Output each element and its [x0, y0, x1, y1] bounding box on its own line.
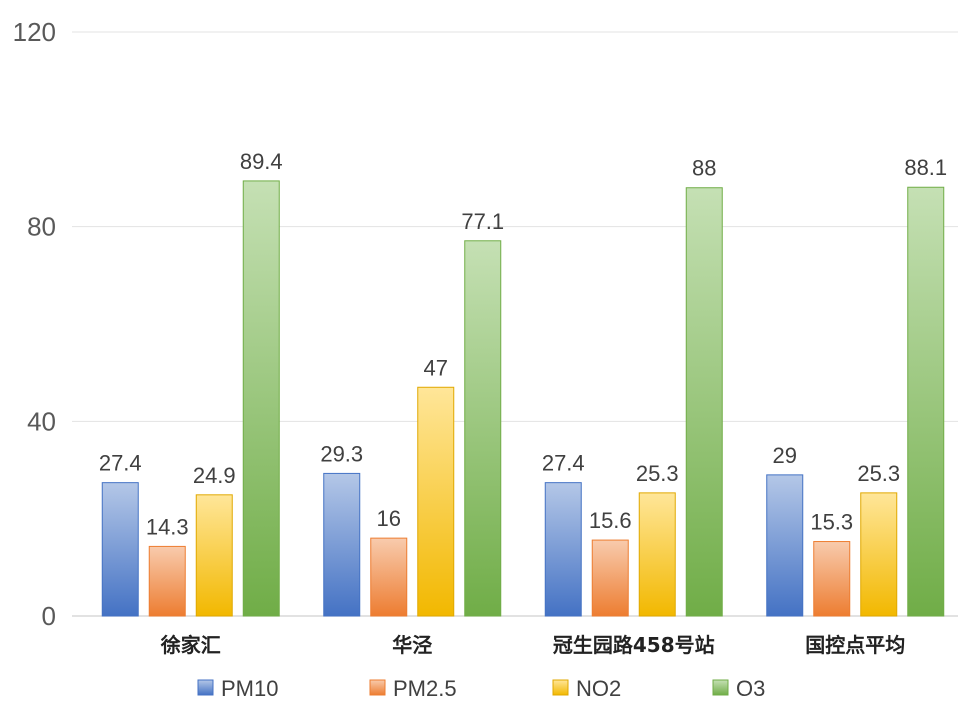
bar-no2-2 — [638, 492, 676, 617]
data-label: 27.4 — [99, 451, 142, 476]
data-label: 77.1 — [461, 209, 504, 234]
bar-no2-0 — [195, 494, 233, 617]
x-category-label: 华泾 — [392, 633, 432, 657]
bar-o3-3 — [907, 186, 945, 617]
y-tick-label: 0 — [42, 601, 56, 631]
bar-o3-1 — [464, 240, 502, 617]
data-label: 88.1 — [904, 155, 947, 180]
y-axis-ticks: 0 40 80 120 — [13, 17, 56, 631]
data-label: 24.9 — [193, 463, 236, 488]
legend: PM10 PM2.5 NO2 O3 — [197, 676, 765, 701]
bar-o3-2 — [685, 187, 723, 617]
data-label: 25.3 — [857, 461, 900, 486]
bar-pm10-2 — [544, 482, 582, 617]
bar-pm10-1 — [323, 472, 361, 617]
bar-pm10-3 — [766, 474, 804, 617]
bar-no2-3 — [860, 492, 898, 617]
y-tick-label: 80 — [27, 212, 56, 242]
data-label: 47 — [424, 355, 448, 380]
bar-pm25-2 — [591, 539, 629, 617]
bar-pm10-0 — [101, 482, 139, 617]
data-label: 27.4 — [542, 451, 585, 476]
legend-label: PM10 — [221, 676, 278, 701]
bars — [101, 180, 945, 617]
bar-o3-0 — [242, 180, 280, 617]
y-tick-label: 40 — [27, 406, 56, 436]
x-category-label: 国控点平均 — [805, 633, 905, 657]
legend-item-pm25: PM2.5 — [369, 676, 457, 701]
legend-label: NO2 — [576, 676, 621, 701]
x-category-label: 冠生园路458号站 — [553, 633, 715, 657]
data-label: 89.4 — [240, 149, 283, 174]
legend-item-o3: O3 — [712, 676, 765, 701]
bar-no2-1 — [417, 386, 455, 617]
legend-item-no2: NO2 — [552, 676, 621, 701]
legend-swatch — [552, 679, 569, 696]
data-label: 88 — [692, 156, 716, 181]
legend-swatch — [369, 679, 386, 696]
data-label: 14.3 — [146, 514, 189, 539]
data-label: 29.3 — [320, 441, 363, 466]
x-category-label: 徐家汇 — [160, 633, 221, 657]
legend-label: O3 — [736, 676, 765, 701]
data-labels: 27.414.324.989.429.3164777.127.415.625.3… — [99, 149, 947, 539]
legend-label: PM2.5 — [393, 676, 457, 701]
data-label: 29 — [773, 443, 797, 468]
data-label: 15.3 — [810, 510, 853, 535]
bar-pm25-0 — [148, 545, 186, 617]
x-axis-categories: 徐家汇 华泾 冠生园路458号站 国控点平均 — [160, 633, 906, 657]
data-label: 25.3 — [636, 461, 679, 486]
data-label: 15.6 — [589, 508, 632, 533]
legend-swatch — [197, 679, 214, 696]
bar-pm25-3 — [813, 541, 851, 617]
y-tick-label: 120 — [13, 17, 56, 47]
legend-item-pm10: PM10 — [197, 676, 278, 701]
legend-swatch — [712, 679, 729, 696]
bar-pm25-1 — [370, 537, 408, 617]
data-label: 16 — [377, 506, 401, 531]
